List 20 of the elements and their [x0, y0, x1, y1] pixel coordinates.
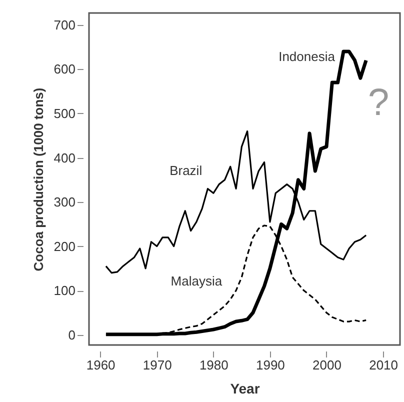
- y-tick-label: 0: [68, 327, 76, 342]
- x-tick-label: 2010: [369, 358, 398, 372]
- x-tick-label: 2000: [312, 358, 342, 372]
- y-tick-label: 700: [54, 17, 76, 32]
- y-axis-title: Cocoa production (1000 tons): [30, 88, 46, 272]
- series-label: Malaysia: [170, 274, 223, 289]
- x-axis-title: Year: [230, 380, 260, 396]
- y-tick-label: 400: [54, 150, 76, 166]
- series-label: Brazil: [170, 163, 202, 178]
- y-tick-label: 600: [54, 62, 76, 77]
- x-tick-label: 1960: [86, 358, 116, 372]
- y-tick-label: 300: [54, 194, 76, 210]
- annotation: ?: [368, 82, 390, 124]
- y-tick-label: 500: [54, 106, 76, 121]
- y-tick-label: 200: [54, 238, 76, 254]
- x-tick-label: 1980: [199, 358, 228, 372]
- x-tick-label: 1970: [142, 358, 172, 372]
- y-tick-label: 100: [54, 283, 76, 298]
- x-tick-label: 1990: [256, 358, 285, 372]
- series-label: Indonesia: [278, 48, 336, 64]
